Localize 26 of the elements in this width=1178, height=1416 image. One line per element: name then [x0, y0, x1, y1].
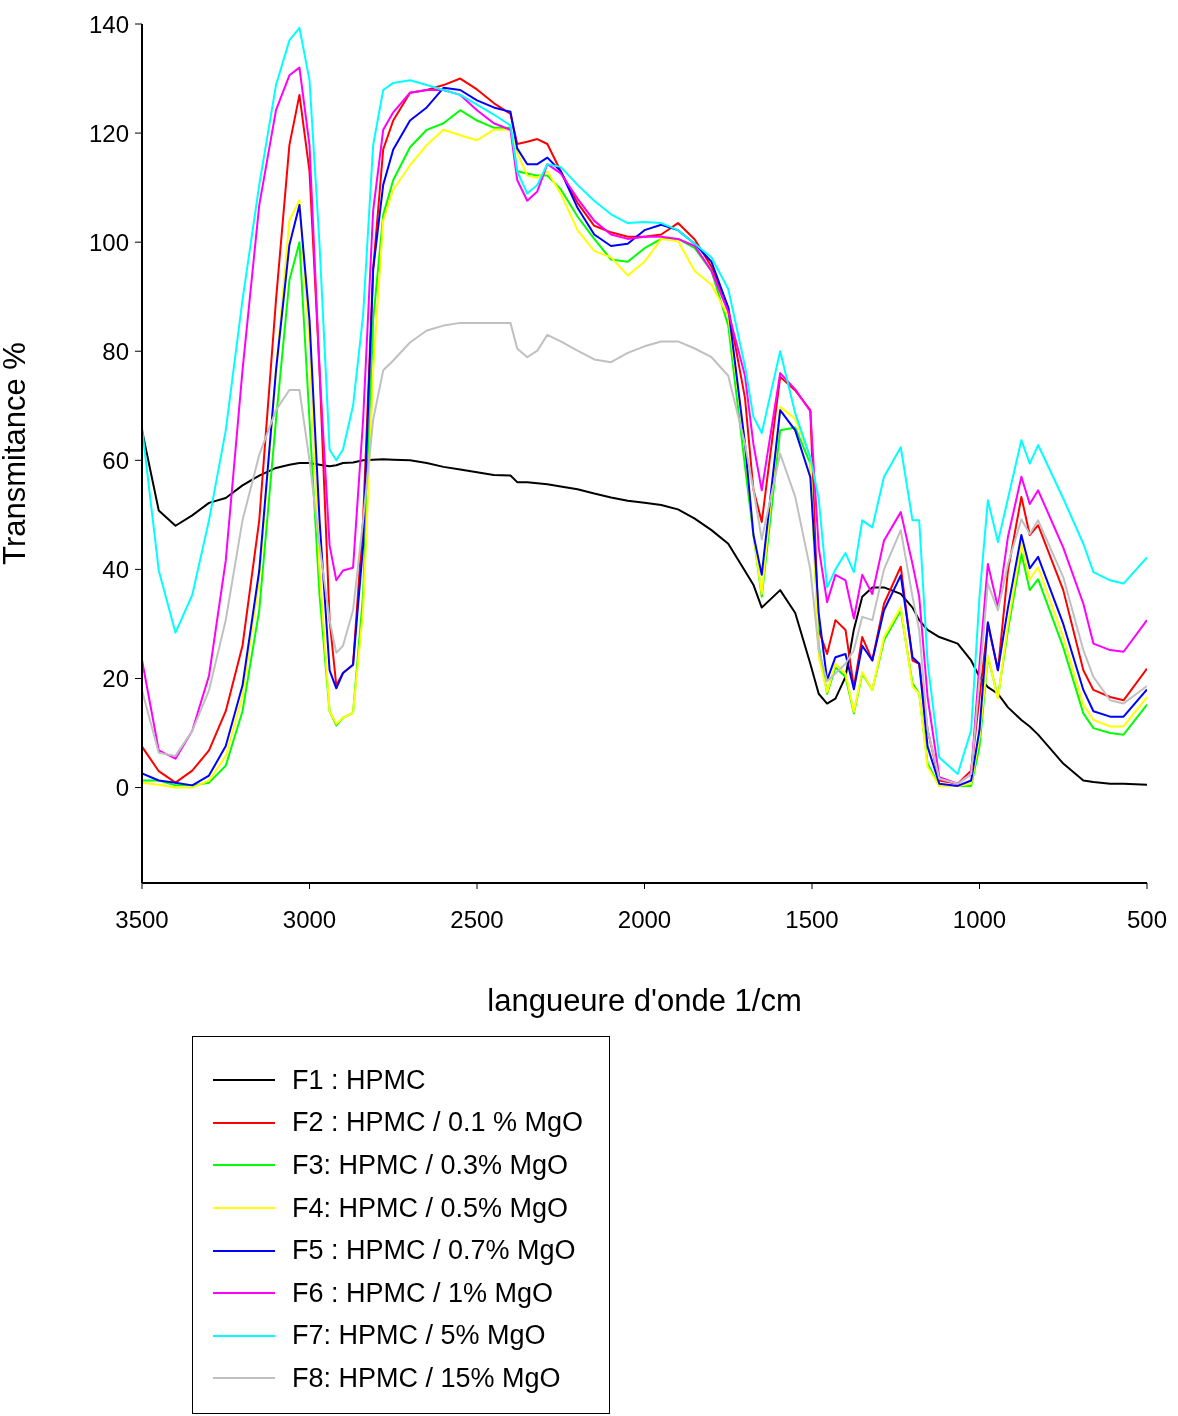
legend-label: F3: HPMC / 0.3% MgO [292, 1149, 569, 1181]
legend-label: F6 : HPMC / 1% MgO [292, 1277, 554, 1309]
x-tick-label: 2000 [617, 906, 672, 934]
y-tick-label: 20 [102, 665, 129, 692]
legend-label: F8: HPMC / 15% MgO [292, 1362, 561, 1394]
y-tick-label: 0 [115, 774, 129, 802]
y-tick-label: 40 [102, 555, 129, 583]
legend-label: F2 : HPMC / 0.1 % MgO [292, 1107, 584, 1139]
y-tick-label: 60 [102, 446, 129, 474]
x-tick-label: 3000 [282, 906, 337, 934]
x-tick-label: 3500 [115, 906, 169, 934]
x-tick-label: 500 [1126, 906, 1168, 934]
x-tick-label: 2500 [450, 906, 504, 934]
y-axis-title: Transmitance % [0, 342, 33, 565]
legend-label: F5 : HPMC / 0.7% MgO [292, 1235, 576, 1267]
x-axis-title: langueure d'onde 1/cm [487, 983, 802, 1018]
y-tick-label: 140 [88, 10, 129, 38]
line-series [142, 321, 1147, 785]
x-tick-label: 1500 [785, 906, 839, 934]
x-tick-label: 1000 [952, 906, 1007, 934]
y-tick-label: 100 [88, 228, 129, 256]
y-tick-label: 120 [88, 119, 129, 147]
legend-label: F7: HPMC / 5% MgO [292, 1320, 546, 1352]
legend-label: F1 : HPMC [292, 1064, 426, 1096]
legend-label: F4: HPMC / 0.5% MgO [292, 1192, 569, 1224]
y-tick-label: 80 [102, 337, 129, 365]
